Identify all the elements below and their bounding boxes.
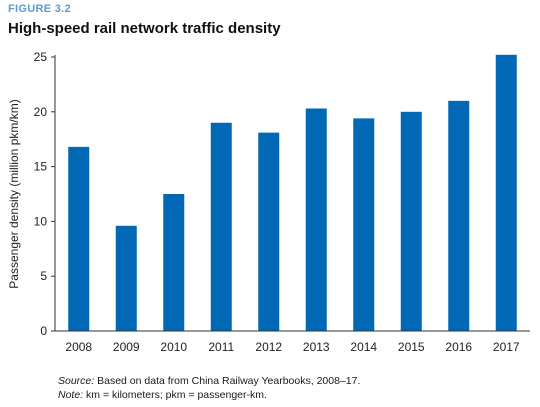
x-tick-label: 2015	[398, 340, 425, 354]
y-tick-label: 10	[34, 214, 48, 228]
bar-2014	[353, 118, 375, 331]
y-axis-ticks: 0 5 10 15 20 25	[34, 50, 55, 338]
x-tick-label: 2014	[350, 340, 377, 354]
x-tick-label: 2013	[303, 340, 330, 354]
note-label: Note:	[58, 389, 84, 401]
x-tick-label: 2017	[493, 340, 520, 354]
bar-2015	[400, 111, 422, 331]
x-tick-label: 2009	[113, 340, 140, 354]
y-tick-label: 25	[34, 50, 48, 64]
bar-2008	[68, 146, 90, 331]
bar-2010	[163, 194, 185, 331]
note-text: km = kilometers; pkm = passenger-km.	[83, 389, 267, 401]
bar-2017	[495, 54, 517, 332]
bars	[68, 54, 517, 332]
figure-notes: Source: Based on data from China Railway…	[58, 374, 360, 402]
x-tick-label: 2016	[445, 340, 472, 354]
y-axis-title-text: Passenger density (million pkm/km)	[7, 99, 21, 288]
x-tick-label: 2010	[160, 340, 187, 354]
y-tick-label: 20	[34, 105, 48, 119]
source-label: Source:	[58, 375, 95, 387]
x-tick-label: 2011	[208, 340, 234, 354]
x-axis-ticks: 2008 2009 2010 2011 2012 2013 2014 2015 2016 2017	[65, 340, 520, 354]
note-line: Note: km = kilometers; pkm = passenger-k…	[58, 388, 360, 402]
y-axis-title: Passenger density (million pkm/km)	[7, 99, 21, 288]
bar-2009	[115, 225, 137, 331]
x-tick-label: 2008	[65, 340, 92, 354]
bar-2016	[448, 100, 470, 331]
chart-title: High-speed rail network traffic density	[8, 20, 281, 37]
bar-chart: Passenger density (million pkm/km) 0 5 10 1…	[7, 50, 530, 354]
bar-2012	[258, 132, 280, 331]
x-tick-label: 2012	[255, 340, 282, 354]
y-tick-label: 15	[34, 160, 48, 174]
axes	[54, 55, 530, 332]
y-tick-label: 5	[40, 269, 47, 283]
source-text: Based on data from China Railway Yearboo…	[94, 375, 361, 387]
y-tick-label: 0	[40, 324, 47, 338]
bar-2013	[305, 108, 327, 332]
bar-2011	[210, 122, 232, 331]
figure-label: FIGURE 3.2	[8, 3, 71, 15]
source-line: Source: Based on data from China Railway…	[58, 374, 360, 388]
